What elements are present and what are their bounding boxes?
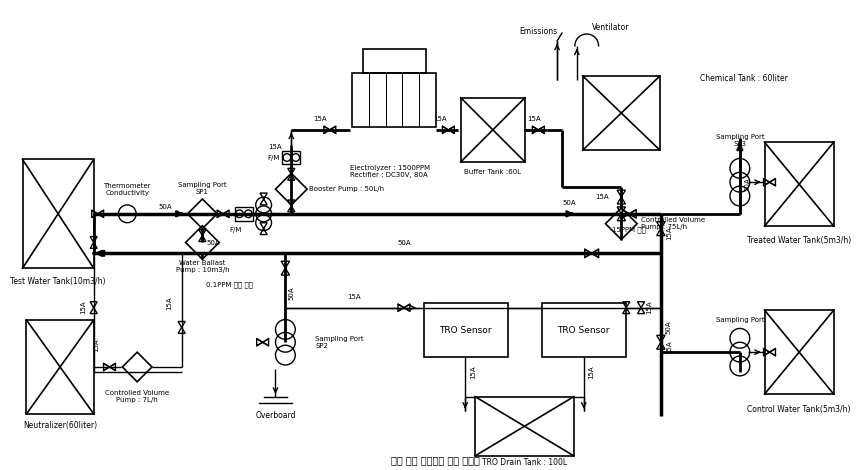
Text: Sampling Port
SP2: Sampling Port SP2 xyxy=(315,336,363,349)
Text: Neutralizer(60liter): Neutralizer(60liter) xyxy=(23,421,97,431)
Text: 15A: 15A xyxy=(666,340,672,354)
Text: 15PPM 희석: 15PPM 희석 xyxy=(612,227,646,233)
Text: Buffer Tank :60L: Buffer Tank :60L xyxy=(465,169,522,175)
Text: TRO Sensor: TRO Sensor xyxy=(558,326,610,335)
Text: 15A: 15A xyxy=(528,116,541,122)
Text: 50A: 50A xyxy=(666,321,672,334)
Text: 15A: 15A xyxy=(268,144,281,149)
Text: 15A: 15A xyxy=(646,301,652,314)
Text: 50A: 50A xyxy=(562,200,575,206)
Text: Control Water Tank(5m3/h): Control Water Tank(5m3/h) xyxy=(747,405,851,414)
Text: 15A: 15A xyxy=(433,116,447,122)
Bar xyxy=(282,150,300,164)
Text: Sampling Port: Sampling Port xyxy=(715,316,764,322)
Text: Sampling Port
SP3: Sampling Port SP3 xyxy=(715,133,764,147)
Text: Electrolyzer : 1500PPM
Rectifier : DC30V, 80A: Electrolyzer : 1500PPM Rectifier : DC30V… xyxy=(349,165,430,179)
Text: 15A: 15A xyxy=(595,194,608,200)
Text: Sampling Port
SP1: Sampling Port SP1 xyxy=(178,182,227,195)
Text: Thermometer
Conductivity: Thermometer Conductivity xyxy=(104,183,151,196)
Bar xyxy=(583,76,660,150)
Bar xyxy=(475,397,573,456)
Bar xyxy=(765,310,834,394)
Bar xyxy=(362,48,426,73)
Text: 50A: 50A xyxy=(288,286,294,300)
Text: 15A: 15A xyxy=(348,294,362,300)
Bar xyxy=(542,303,626,357)
Text: 15A: 15A xyxy=(313,116,327,122)
Text: TRO Drain Tank : 100L: TRO Drain Tank : 100L xyxy=(482,458,567,467)
Bar xyxy=(352,73,436,127)
Bar xyxy=(235,207,253,221)
Text: TRO Sensor: TRO Sensor xyxy=(439,326,491,335)
Text: F/M: F/M xyxy=(230,227,242,233)
Text: Overboard: Overboard xyxy=(255,411,296,421)
Text: 15A: 15A xyxy=(80,301,86,314)
Bar xyxy=(461,98,525,162)
Bar xyxy=(424,303,508,357)
Text: 15A: 15A xyxy=(666,227,672,240)
Bar xyxy=(22,159,93,268)
Text: Booster Pump : 50L/h: Booster Pump : 50L/h xyxy=(309,186,384,192)
Text: Ventilator: Ventilator xyxy=(592,23,629,31)
Text: Chemical Tank : 60liter: Chemical Tank : 60liter xyxy=(701,74,788,83)
Text: Emissions: Emissions xyxy=(519,26,557,36)
Text: 50A: 50A xyxy=(159,204,172,210)
Text: 50A: 50A xyxy=(745,177,751,191)
Text: 50A: 50A xyxy=(207,241,220,246)
Text: 15A: 15A xyxy=(166,296,172,310)
Text: Treated Water Tank(5m3/h): Treated Water Tank(5m3/h) xyxy=(747,235,851,244)
Text: F/M: F/M xyxy=(267,155,279,160)
Text: 15A: 15A xyxy=(471,365,476,379)
Bar xyxy=(765,142,834,226)
Text: Test Water Tank(10m3/h): Test Water Tank(10m3/h) xyxy=(10,277,106,287)
Bar xyxy=(27,320,93,414)
Text: Controlled Volume
Pump : 75L/h: Controlled Volume Pump : 75L/h xyxy=(641,217,705,230)
Text: Water Ballast
Pump : 10m3/h: Water Ballast Pump : 10m3/h xyxy=(176,260,229,273)
Text: 50A: 50A xyxy=(397,241,411,246)
Text: 15A: 15A xyxy=(589,365,595,379)
Text: Controlled Volume
Pump : 7L/h: Controlled Volume Pump : 7L/h xyxy=(105,390,170,403)
Text: 0.1PPM 이하 중화: 0.1PPM 이하 중화 xyxy=(207,282,253,288)
Text: 담수 약품 발라스팅 처리 구성도: 담수 약품 발라스팅 처리 구성도 xyxy=(391,455,480,465)
Text: 15A: 15A xyxy=(93,338,99,352)
